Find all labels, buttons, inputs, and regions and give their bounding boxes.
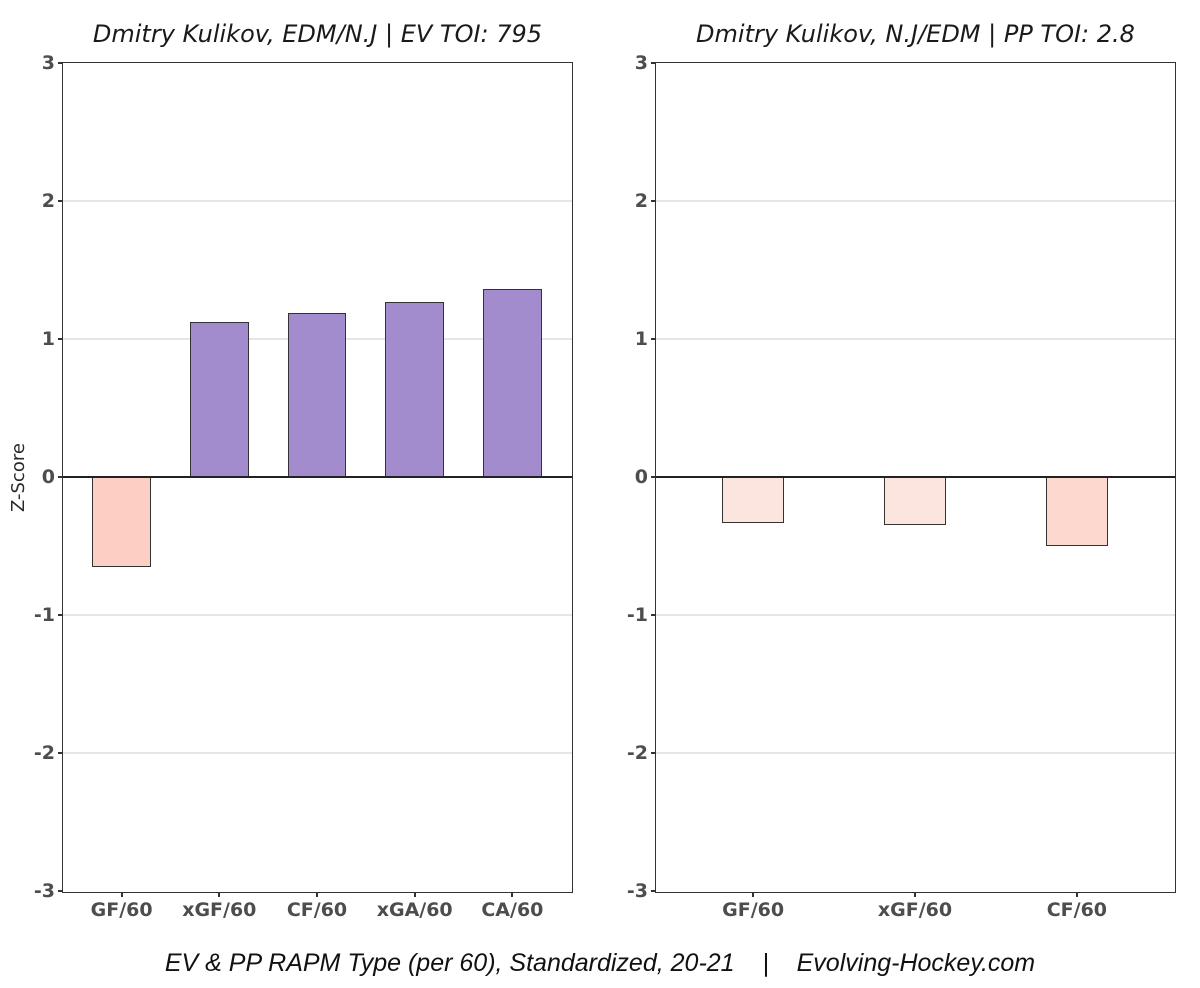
x-tick bbox=[218, 892, 221, 897]
gridline-y--2 bbox=[63, 752, 572, 754]
x-tick bbox=[511, 892, 514, 897]
zero-line bbox=[63, 475, 572, 479]
bar-CF/60 bbox=[287, 312, 347, 477]
x-tick bbox=[120, 892, 123, 897]
y-tick-label--2: -2 bbox=[33, 742, 55, 764]
y-tick-label-2: 2 bbox=[41, 190, 55, 212]
y-tick bbox=[651, 62, 656, 64]
gridline-y--2 bbox=[656, 752, 1175, 754]
y-tick-label-1: 1 bbox=[634, 328, 648, 350]
x-tick-label-GF/60: GF/60 bbox=[90, 899, 153, 921]
x-tick-label-xGA/60: xGA/60 bbox=[376, 899, 453, 921]
gridline-y-2 bbox=[656, 200, 1175, 202]
x-tick bbox=[752, 892, 755, 897]
y-tick bbox=[651, 476, 656, 478]
x-tick-label-CA/60: CA/60 bbox=[481, 899, 544, 921]
x-tick-label-CF/60: CF/60 bbox=[286, 899, 348, 921]
y-tick bbox=[58, 890, 63, 892]
right-chart-title: Dmitry Kulikov, N.J/EDM | PP TOI: 2.8 bbox=[696, 20, 1135, 48]
x-tick bbox=[316, 892, 318, 897]
y-tick-label-0: 0 bbox=[41, 466, 55, 488]
y-tick bbox=[58, 752, 63, 754]
y-tick-label--2: -2 bbox=[626, 742, 648, 764]
y-tick bbox=[651, 752, 656, 754]
bar-GF/60 bbox=[92, 477, 151, 567]
y-tick-label-2: 2 bbox=[634, 190, 648, 212]
y-tick-label--1: -1 bbox=[33, 604, 55, 626]
y-tick bbox=[58, 62, 63, 64]
y-tick-label-0: 0 bbox=[634, 466, 648, 488]
y-tick bbox=[58, 338, 63, 340]
y-tick-label-3: 3 bbox=[41, 52, 55, 74]
y-tick bbox=[651, 338, 656, 340]
gridline-y-1 bbox=[656, 338, 1175, 340]
y-tick-label-1: 1 bbox=[41, 328, 55, 350]
bar-GF/60 bbox=[722, 477, 784, 523]
y-tick bbox=[58, 200, 63, 202]
x-tick bbox=[413, 892, 416, 897]
right-chart-panel: GF/60 xGF/60 CF/60 3 2 1 0 -1 -2 -3 bbox=[627, 52, 1176, 921]
gridline-y-2 bbox=[63, 200, 572, 202]
x-tick-label-xGF/60: xGF/60 bbox=[182, 899, 257, 921]
zero-line bbox=[656, 475, 1175, 479]
left-chart-title: Dmitry Kulikov, EDM/N.J | EV TOI: 795 bbox=[92, 20, 543, 48]
y-tick-label--3: -3 bbox=[33, 880, 55, 902]
y-tick-label--3: -3 bbox=[626, 880, 648, 902]
y-tick bbox=[651, 890, 656, 892]
x-tick-label-GF/60: GF/60 bbox=[722, 899, 785, 921]
figure-caption: EV & PP RAPM Type (per 60), Standardized… bbox=[164, 949, 1036, 977]
bar-xGF/60 bbox=[190, 322, 249, 477]
bar-xGA/60 bbox=[385, 301, 444, 477]
y-axis-title: Z-Score bbox=[8, 443, 29, 512]
gridline-y--1 bbox=[656, 614, 1175, 616]
bar-CF/60 bbox=[1046, 477, 1108, 546]
bar-CA/60 bbox=[483, 289, 542, 477]
left-chart-panel: GF/60 xGF/60 CF/60 xGA/60 CA/60 3 2 1 0 -1 -2 -3 bbox=[34, 52, 573, 921]
y-tick bbox=[58, 614, 63, 616]
y-tick-label--1: -1 bbox=[626, 604, 648, 626]
y-tick bbox=[58, 476, 63, 478]
gridline-y--1 bbox=[63, 614, 572, 616]
bar-xGF/60 bbox=[884, 477, 946, 526]
x-tick bbox=[914, 892, 916, 897]
y-tick-label-3: 3 bbox=[634, 52, 648, 74]
x-tick-label-CF/60: CF/60 bbox=[1046, 899, 1108, 921]
x-tick bbox=[1075, 892, 1078, 897]
y-tick bbox=[651, 200, 656, 202]
y-tick bbox=[651, 614, 656, 616]
x-tick-label-xGF/60: xGF/60 bbox=[877, 899, 953, 921]
